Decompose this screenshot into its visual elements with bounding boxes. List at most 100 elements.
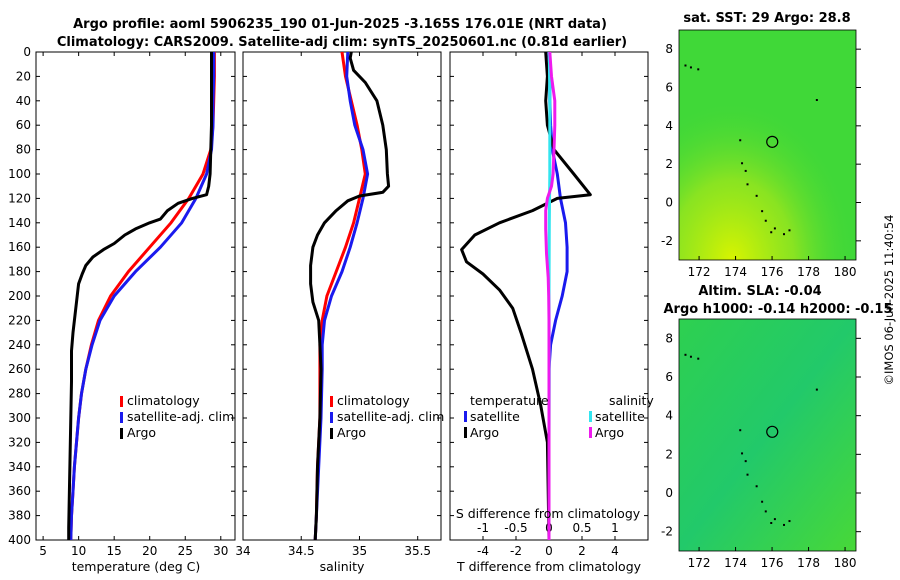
map-x-tick-label: 172 [688,556,711,570]
difference-ticks: -4 -2 0 2 4-1 -0.5 0 0.5 1 [450,51,648,558]
y-tick-label: 340 [8,460,31,474]
map-y-tick-label: 0 [665,486,673,500]
sst-argo-location-marker [766,135,779,148]
map-y-tick-label: 4 [665,119,673,133]
legend-swatch-sal-argo [589,427,592,438]
atoll-speck [746,473,749,476]
map-x-tick-label: 180 [834,265,857,279]
y-tick-label: 300 [8,411,31,425]
x-tick-label: 15 [107,544,122,558]
sla-map-title-line2: Argo h1000: -0.14 h2000: -0.15 [663,302,892,317]
map-x-tick-label: 180 [834,556,857,570]
legend-label-temp-argo: Argo [470,425,499,440]
atoll-speck [755,485,758,488]
imos-watermark: ©IMOS 06-Jun-2025 11:40:54 [882,215,896,386]
map-y-tick-label: 2 [665,447,673,461]
atoll-speck [764,510,767,513]
atoll-speck [684,353,687,356]
map-x-tick-label: 178 [797,265,820,279]
x-tick-label: 35.5 [404,544,431,558]
series-argo [67,52,213,540]
x-tick-label: -4 [477,544,489,558]
s-diff-tick-label: -1 [477,521,489,535]
atoll-speck [788,229,791,232]
figure-title-line2: Climatology: CARS2009. Satellite-adj cli… [57,35,627,50]
y-tick-label: 320 [8,435,31,449]
y-tick-label: 240 [8,338,31,352]
x-tick-label: 5 [39,544,47,558]
atoll-speck [761,210,764,213]
legend-swatch-argo [120,428,123,439]
legend-swatch-temp-satellite [464,411,467,422]
atoll-speck [697,68,700,71]
atoll-speck [773,227,776,230]
salinity-lines [309,52,391,540]
x-tick-label: 30 [213,544,228,558]
legend-label-climatology: climatology [337,393,410,408]
map-y-tick-label: 6 [665,81,673,95]
series-salinity-argo [544,52,557,540]
series-argo [309,52,391,540]
y-tick-label: 260 [8,362,31,376]
difference-panel: -4 -2 0 2 4-1 -0.5 0 0.5 1 T difference from cli… [449,51,654,574]
temperature-ticks: 0 20 40 60 80 100 120 140 160 180 200 220 240 260 280 3… [8,45,235,558]
map-y-tick-label: -2 [661,525,673,539]
temperature-xlabel: temperature (deg C) [72,559,201,574]
y-tick-label: 160 [8,240,31,254]
legend-label-argo: Argo [337,425,366,440]
sla-map-title-line1: Altim. SLA: -0.04 [698,284,821,299]
map-x-tick-label: 174 [724,265,747,279]
map-y-tick-label: 0 [665,196,673,210]
salinity-axes-box [242,51,442,541]
legend-swatch-argo [330,428,333,439]
atoll-speck [739,139,742,142]
atoll-speck [783,233,786,236]
salinity-ticks: 34 34.5 35 35.5 [235,51,441,558]
map-x-tick-label: 176 [761,556,784,570]
x-tick-label: 34.5 [288,544,315,558]
atoll-speck [761,500,764,503]
x-tick-label: -2 [510,544,522,558]
atoll-speck [684,64,687,67]
legend-label-satellite-adj: satellite-adj. clim [337,409,444,424]
map-y-tick-label: 8 [665,331,673,345]
s-diff-tick-label: 1 [611,521,619,535]
atoll-speck [689,355,692,358]
atoll-speck [744,460,747,463]
legend-label-climatology: climatology [127,393,200,408]
y-tick-label: 140 [8,216,31,230]
difference-top-axis-label: S difference from climatology [456,506,641,521]
difference-legend: temperature salinity satellite Argo sate… [464,393,654,440]
x-tick-label: 10 [71,544,86,558]
y-tick-label: 40 [16,94,31,108]
sst-map-frame [678,29,857,261]
y-tick-label: 0 [23,45,31,59]
atoll-speck [746,183,749,186]
map-y-tick-label: 6 [665,370,673,384]
map-y-tick-label: 2 [665,157,673,171]
atoll-speck [755,194,758,197]
figure-title-line1: Argo profile: aoml 5906235_190 01-Jun-20… [73,17,607,32]
sla-map-panel: Altim. SLA: -0.04 Argo h1000: -0.14 h200… [661,284,892,570]
legend-label-temp-satellite: satellite [470,409,520,424]
x-tick-label: 35 [352,544,367,558]
y-tick-label: 280 [8,387,31,401]
legend-swatch-sal-satellite [589,411,592,422]
atoll-speck [764,219,767,222]
atoll-speck [689,66,692,69]
legend-label-sal-argo: Argo [595,425,624,440]
salinity-xlabel: salinity [320,559,365,574]
sla-map-frame [678,318,857,552]
x-tick-label: 34 [235,544,250,558]
x-tick-label: 2 [578,544,586,558]
legend-header-temperature: temperature [470,393,549,408]
atoll-speck [788,520,791,523]
sla-map-coastline [684,353,818,526]
legend-label-satellite-adj: satellite-adj. clim [127,409,234,424]
salinity-legend: climatology satellite-adj. clim Argo [330,393,444,440]
x-tick-label: 20 [142,544,157,558]
salinity-panel: 34 34.5 35 35.5 salinity climatology satell… [235,51,444,574]
atoll-speck [697,357,700,360]
legend-label-argo: Argo [127,425,156,440]
